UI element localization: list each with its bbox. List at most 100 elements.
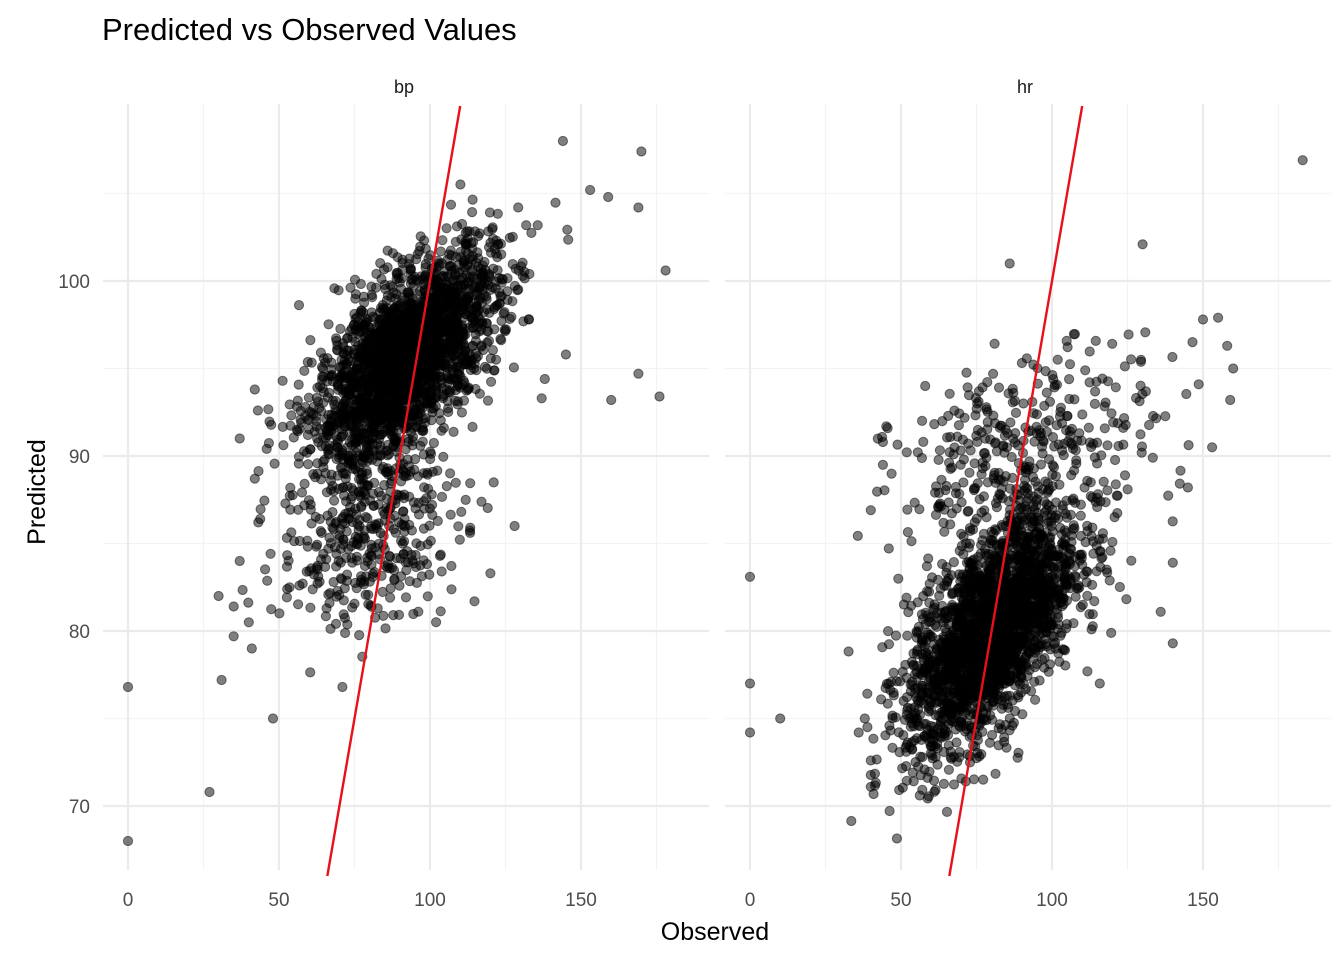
data-point	[973, 551, 984, 562]
data-point	[342, 619, 353, 630]
data-point	[404, 576, 415, 587]
data-point	[310, 472, 321, 483]
data-point	[1114, 581, 1126, 593]
data-point	[359, 297, 370, 308]
data-point	[933, 574, 944, 585]
data-point	[443, 406, 454, 418]
x-tick-label: 100	[414, 890, 446, 911]
data-point	[888, 667, 899, 678]
data-point	[381, 419, 393, 430]
data-point	[237, 584, 248, 596]
data-point	[350, 438, 361, 449]
data-point	[349, 308, 360, 320]
data-point	[931, 621, 942, 633]
data-point	[509, 520, 520, 532]
facet-strip-label-hr: hr	[1017, 77, 1033, 97]
data-point	[389, 333, 400, 344]
data-point	[487, 345, 498, 356]
data-point	[455, 179, 466, 190]
data-point	[428, 437, 439, 449]
data-point	[938, 778, 950, 790]
data-point	[428, 312, 439, 323]
data-point	[585, 184, 596, 196]
y-tick-label: 80	[69, 622, 90, 643]
data-point	[420, 243, 431, 254]
data-point	[390, 527, 401, 538]
data-point	[346, 541, 357, 552]
data-point	[417, 436, 428, 447]
data-point	[277, 375, 288, 386]
data-point	[335, 557, 346, 568]
data-point	[311, 421, 322, 432]
data-point	[249, 473, 260, 484]
data-point	[286, 527, 297, 538]
data-point	[467, 207, 478, 218]
data-point	[426, 344, 437, 355]
data-point	[350, 324, 361, 335]
data-point	[472, 247, 483, 258]
data-point	[976, 749, 987, 760]
data-point	[300, 411, 311, 422]
data-point	[1012, 752, 1023, 763]
data-point	[302, 356, 313, 368]
data-point	[1075, 602, 1086, 613]
data-point	[483, 335, 495, 347]
data-point	[324, 443, 335, 454]
data-point	[398, 493, 409, 504]
data-point	[342, 569, 353, 580]
data-point	[475, 315, 486, 326]
data-point	[563, 234, 574, 245]
data-point	[550, 197, 561, 208]
data-point	[325, 538, 336, 549]
data-point	[315, 526, 326, 537]
data-point	[636, 146, 647, 157]
data-point	[923, 791, 934, 802]
data-point	[654, 391, 665, 402]
data-point	[289, 536, 300, 547]
data-point	[862, 688, 873, 699]
data-point	[252, 405, 263, 416]
data-point	[454, 297, 465, 308]
data-point	[513, 284, 524, 295]
data-point	[483, 242, 495, 253]
data-point	[338, 429, 349, 440]
data-point	[633, 202, 644, 213]
data-point	[463, 291, 474, 302]
data-point	[457, 218, 468, 230]
data-point	[293, 300, 305, 311]
data-point	[318, 462, 329, 473]
data-point	[355, 403, 366, 414]
data-point	[305, 602, 316, 613]
data-point	[467, 264, 478, 275]
data-point	[234, 433, 245, 444]
data-point	[414, 399, 425, 410]
data-point	[356, 502, 367, 513]
data-point	[260, 564, 271, 575]
data-point	[243, 617, 254, 628]
data-point	[405, 264, 416, 275]
data-point	[267, 713, 279, 724]
data-point	[437, 235, 448, 246]
data-point	[465, 478, 476, 489]
data-point	[325, 623, 336, 635]
facet-strip-label-bp: bp	[394, 77, 414, 97]
data-point	[274, 608, 285, 619]
data-point	[402, 454, 413, 465]
data-point	[341, 350, 352, 361]
x-tick-label: 150	[565, 890, 597, 911]
data-point	[277, 421, 288, 432]
data-point	[382, 262, 393, 273]
data-point	[562, 224, 573, 235]
data-point	[399, 536, 410, 547]
data-point	[322, 392, 333, 403]
data-point	[487, 224, 498, 235]
data-point	[299, 365, 310, 376]
data-point	[311, 410, 322, 422]
data-point	[379, 333, 390, 344]
data-point	[293, 379, 304, 390]
data-point	[1001, 742, 1012, 753]
data-point	[375, 371, 386, 382]
data-point	[370, 415, 381, 426]
